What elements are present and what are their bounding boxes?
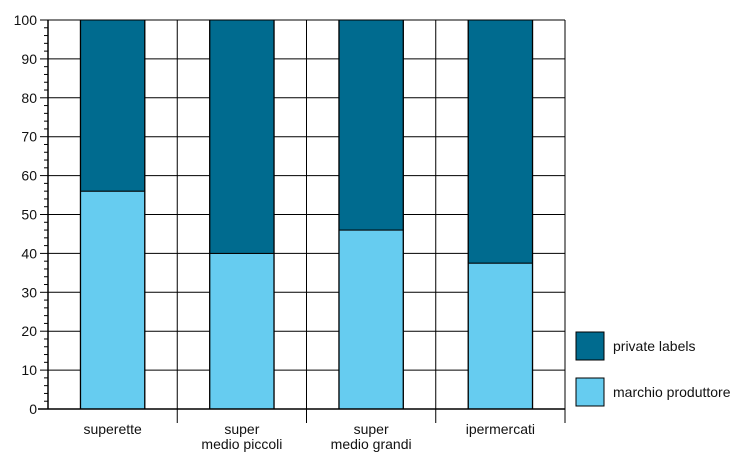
x-tick-label: medio piccoli [201, 436, 282, 452]
bar-segment-marchio-produttore [209, 252, 275, 410]
y-tick-label: 50 [21, 207, 37, 223]
bar-segment-marchio-produttore [467, 262, 533, 410]
y-tick-label: 10 [21, 362, 37, 378]
bar-segment-private-labels [80, 19, 146, 192]
x-tick-label: super [224, 421, 259, 437]
bar-segment-marchio-produttore [338, 229, 404, 410]
legend: private labels marchio produttore [575, 331, 731, 407]
bar-segment-private-labels [209, 19, 275, 254]
x-tick-label: super [354, 421, 389, 437]
legend-label: marchio produttore [613, 384, 731, 400]
y-tick-label: 90 [21, 51, 37, 67]
y-tick-label: 100 [14, 12, 38, 28]
y-tick-label: 0 [29, 401, 37, 417]
y-tick-label: 80 [21, 90, 37, 106]
y-tick-label: 70 [21, 129, 37, 145]
legend-label: private labels [613, 338, 696, 354]
bar-segment-private-labels [467, 19, 533, 264]
legend-swatch [575, 377, 605, 407]
y-tick-label: 20 [21, 323, 37, 339]
x-tick-label: superette [83, 421, 142, 437]
legend-swatch [575, 331, 605, 361]
bar-segment-private-labels [338, 19, 404, 231]
x-tick-label: medio grandi [331, 436, 412, 452]
y-tick-label: 60 [21, 168, 37, 184]
y-tick-label: 40 [21, 245, 37, 261]
bar-segment-marchio-produttore [80, 190, 146, 410]
x-tick-label: ipermercati [466, 421, 535, 437]
y-tick-label: 30 [21, 284, 37, 300]
bars-layer [80, 19, 533, 410]
